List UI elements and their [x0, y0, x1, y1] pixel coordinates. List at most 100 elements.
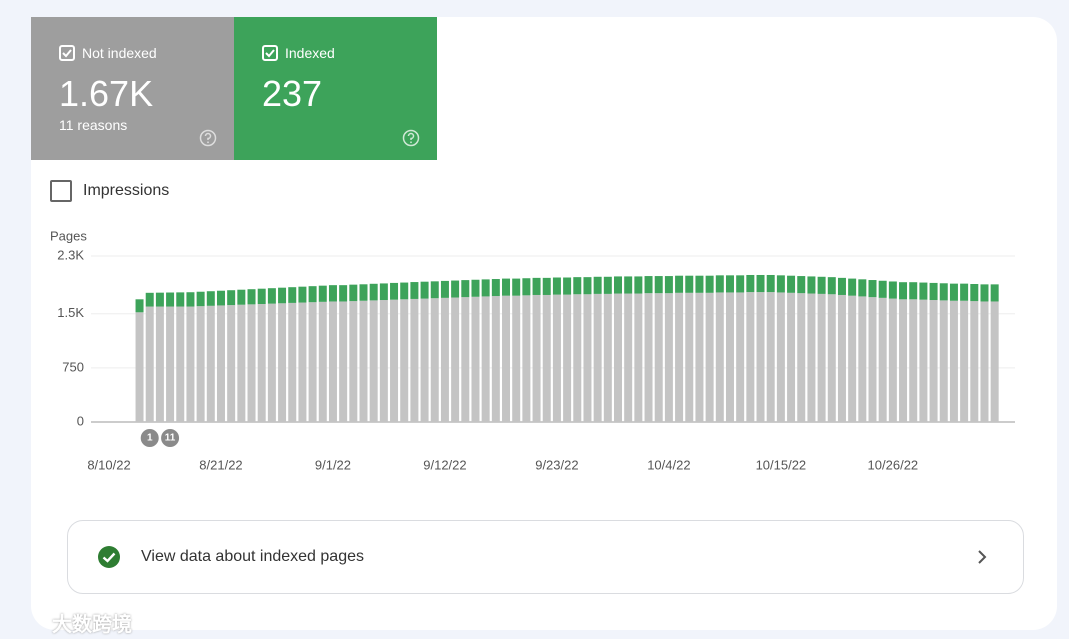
bar-segment — [909, 299, 918, 422]
bar-segment — [542, 277, 551, 295]
bar-segment — [196, 306, 205, 422]
bar-segment — [919, 299, 928, 422]
bar-segment — [145, 292, 154, 307]
bar-segment — [817, 276, 826, 294]
bar-segment — [827, 277, 836, 295]
bar-segment — [298, 286, 307, 303]
bar-segment — [430, 298, 439, 422]
impressions-checkbox[interactable] — [50, 180, 72, 202]
bar-segment — [634, 293, 643, 422]
bar-segment — [359, 300, 368, 422]
bar-segment — [288, 302, 297, 422]
bar-segment — [888, 281, 897, 299]
bar-segment — [868, 297, 877, 422]
bar-segment — [512, 295, 521, 422]
y-axis-label: Pages — [50, 228, 87, 243]
bar-segment — [695, 292, 704, 422]
bar-segment — [318, 301, 327, 422]
indexed-tile[interactable]: Indexed 237 — [234, 17, 437, 160]
bar-segment — [267, 303, 276, 422]
help-icon[interactable] — [199, 129, 217, 147]
bar-segment — [135, 299, 144, 313]
bar-segment — [247, 304, 256, 422]
bar-segment — [563, 277, 572, 295]
bar-segment — [552, 294, 561, 422]
bar-segment — [420, 298, 429, 422]
bar-segment — [736, 275, 745, 293]
bar-segment — [135, 312, 144, 422]
bar-segment — [410, 298, 419, 422]
not-indexed-tile[interactable]: Not indexed 1.67K 11 reasons — [31, 17, 234, 160]
bar-segment — [776, 292, 785, 422]
bar-segment — [216, 290, 225, 306]
bar-segment — [603, 293, 612, 422]
x-tick-label: 10/4/22 — [647, 457, 690, 472]
bar-segment — [400, 299, 409, 422]
bar-segment — [899, 299, 908, 422]
bar-segment — [502, 295, 511, 422]
bar-segment — [878, 280, 887, 298]
bar-segment — [481, 296, 490, 422]
bar-segment — [308, 302, 317, 422]
bar-segment — [614, 276, 622, 294]
bar-segment — [949, 300, 958, 422]
bar-segment — [848, 295, 857, 422]
bar-segment — [593, 276, 602, 294]
indexed-pages-link[interactable]: View data about indexed pages — [67, 520, 1024, 594]
tile-sub: 11 reasons — [59, 117, 128, 133]
bar-segment — [858, 279, 867, 297]
bar-segment — [430, 281, 439, 299]
bar-segment — [776, 275, 785, 293]
bar-segment — [390, 282, 399, 300]
bar-segment — [746, 292, 755, 422]
help-icon[interactable] — [402, 129, 420, 147]
bar-segment — [349, 284, 358, 302]
annotation-label: 1 — [147, 433, 153, 444]
bar-segment — [888, 298, 897, 422]
bar-segment — [390, 299, 399, 422]
y-tick-label: 2.3K — [57, 247, 84, 262]
bar-segment — [328, 285, 337, 302]
bar-segment — [644, 293, 653, 422]
bar-segment — [155, 292, 164, 307]
bar-segment — [807, 293, 816, 422]
bar-segment — [247, 289, 256, 305]
bar-segment — [440, 280, 449, 298]
chart: Pages 0 750 1.5K 2.3K 8/10/22 8/21/22 9/1/22 9/… — [50, 228, 1015, 472]
bar-segment — [471, 279, 480, 297]
bar-segment — [909, 282, 918, 300]
bar-segment — [797, 276, 806, 294]
bar-segment — [359, 284, 368, 301]
bar-segment — [715, 292, 724, 422]
bar-segment — [715, 275, 724, 293]
bar-segment — [400, 282, 409, 300]
bar-segment — [502, 278, 511, 296]
chevron — [978, 550, 987, 564]
tile-label: Indexed — [285, 45, 335, 61]
bar-segment — [522, 278, 531, 296]
link-text: View data about indexed pages — [141, 548, 364, 565]
annotation-marker — [160, 428, 181, 448]
bar-segment — [339, 301, 348, 422]
bar-segment — [532, 277, 541, 295]
bar-segment — [736, 292, 745, 422]
bar-segment — [614, 293, 622, 422]
bar-segment — [166, 292, 175, 307]
bar-segment — [837, 277, 846, 295]
bar-segment — [451, 280, 460, 298]
x-tick-label: 9/23/22 — [535, 457, 578, 472]
bar-segment — [685, 275, 694, 293]
bar-segment — [990, 284, 999, 302]
x-tick-label: 10/26/22 — [868, 457, 919, 472]
bar-segment — [471, 296, 480, 422]
bar-segment — [919, 282, 928, 300]
bar-segment — [827, 294, 836, 422]
bar-segment — [583, 277, 592, 295]
bar-segment — [695, 275, 704, 293]
bar-segment — [491, 279, 500, 297]
bar-segment — [512, 278, 521, 296]
bar-segment — [461, 280, 470, 298]
bar-segment — [654, 276, 663, 294]
x-tick-label: 10/15/22 — [756, 457, 807, 472]
bar-segment — [939, 300, 948, 422]
